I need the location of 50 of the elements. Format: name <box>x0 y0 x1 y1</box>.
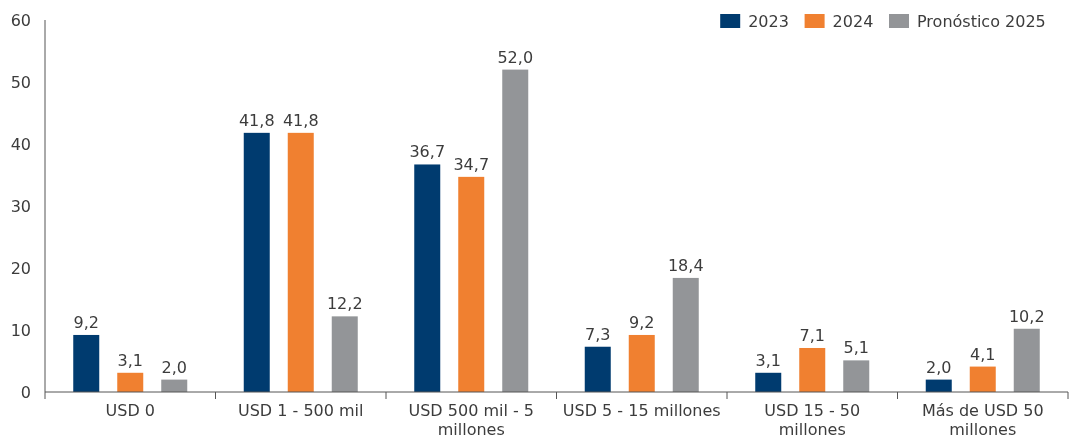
data-label: 9,2 <box>629 312 655 332</box>
data-label: 34,7 <box>453 154 490 174</box>
x-tick-label: USD 5 - 15 millones <box>562 401 721 420</box>
x-tick-label: USD 1 - 500 mil <box>238 401 364 420</box>
bar <box>1013 328 1040 392</box>
y-tick-label: 30 <box>10 197 31 216</box>
data-label: 7,3 <box>585 324 611 344</box>
data-label: 3,1 <box>755 350 781 370</box>
bar <box>843 360 870 392</box>
bar <box>969 366 996 392</box>
data-label: 18,4 <box>667 255 704 275</box>
data-label: 41,8 <box>282 110 319 130</box>
x-tick-label: USD 500 mil - 5 millones <box>408 401 534 439</box>
data-label: 5,1 <box>843 338 869 358</box>
bar <box>458 176 485 392</box>
data-label: 3,1 <box>117 350 143 370</box>
bar <box>628 334 655 392</box>
y-tick-label: 20 <box>10 259 31 278</box>
y-tick-label: 0 <box>20 383 31 402</box>
bar <box>584 346 611 392</box>
bar <box>799 347 826 392</box>
y-tick-label: 40 <box>10 135 31 154</box>
x-tick-label: Más de USD 50 millones <box>921 401 1044 439</box>
bar <box>755 372 782 392</box>
bar <box>331 316 358 392</box>
bar <box>73 334 100 392</box>
x-tick-label: USD 0 <box>105 401 155 420</box>
data-label: 41,8 <box>238 110 275 130</box>
bar <box>287 132 314 392</box>
data-label: 52,0 <box>497 47 534 67</box>
y-tick-label: 10 <box>10 321 31 340</box>
data-label: 36,7 <box>409 142 446 162</box>
data-label: 2,0 <box>926 357 952 377</box>
bar <box>414 164 441 392</box>
bar <box>502 69 529 392</box>
data-label: 4,1 <box>970 344 996 364</box>
legend-label: 2023 <box>748 12 789 31</box>
y-tick-label: 50 <box>10 73 31 92</box>
bar <box>672 277 699 392</box>
legend-label: 2024 <box>832 12 874 31</box>
x-tick-label: USD 15 - 50 millones <box>764 401 861 439</box>
bar <box>117 372 144 392</box>
data-label: 12,2 <box>326 294 363 314</box>
data-label: 7,1 <box>799 325 825 345</box>
y-tick-label: 60 <box>10 11 31 30</box>
legend-label: Pronóstico 2025 <box>917 12 1046 31</box>
data-label: 2,0 <box>161 357 187 377</box>
data-label: 10,2 <box>1008 306 1045 326</box>
bar <box>243 132 270 392</box>
data-label: 9,2 <box>73 312 99 332</box>
